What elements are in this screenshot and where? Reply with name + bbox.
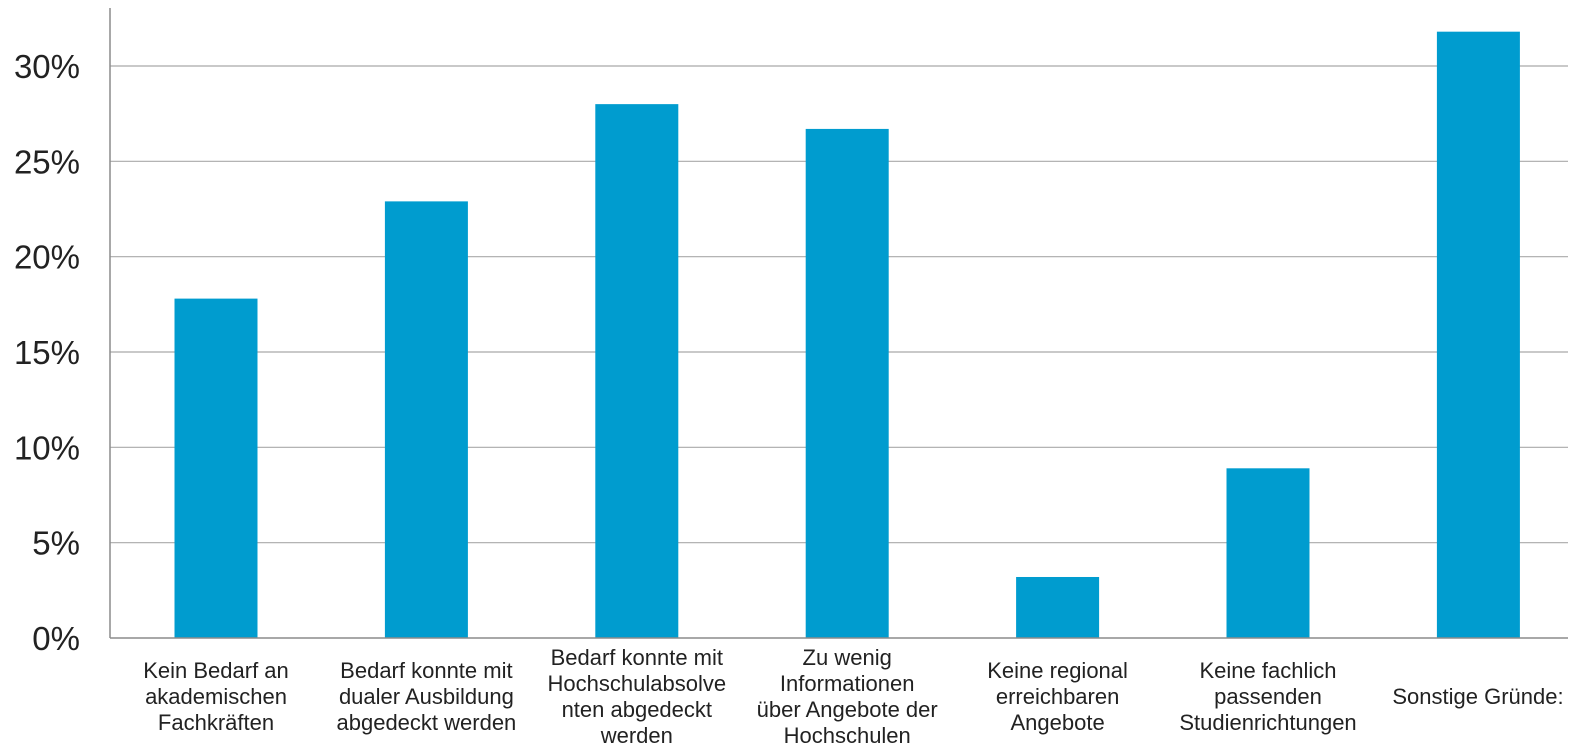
category-label-line: über Angebote der	[757, 697, 938, 722]
y-tick-label: 5%	[32, 525, 80, 562]
bar-3	[595, 104, 679, 639]
category-label-line: Bedarf konnte mit	[551, 645, 723, 670]
category-label-line: werden	[600, 723, 673, 748]
y-tick-label: 0%	[32, 620, 80, 657]
bar-2	[384, 201, 468, 638]
category-label-line: Studienrichtungen	[1179, 710, 1356, 735]
category-label-line: Zu wenig	[803, 645, 892, 670]
category-label-line: Informationen	[780, 671, 915, 696]
category-label-line: akademischen	[145, 684, 287, 709]
category-label-line: Bedarf konnte mit	[340, 658, 512, 683]
category-label-line: Sonstige Gründe:	[1392, 684, 1563, 709]
bars	[174, 31, 1520, 639]
y-tick-label: 20%	[14, 239, 80, 276]
category-label-line: Keine fachlich	[1200, 658, 1337, 683]
category-label-line: Keine regional	[987, 658, 1128, 683]
category-label-line: Hochschulabsolve	[548, 671, 727, 696]
y-tick-label: 15%	[14, 334, 80, 371]
bar-6	[1226, 468, 1310, 638]
category-label-7: Sonstige Gründe:	[1392, 684, 1563, 709]
bar-1	[174, 298, 258, 638]
bar-4	[805, 128, 889, 639]
y-tick-label: 25%	[14, 143, 80, 180]
category-label-line: abgedeckt werden	[337, 710, 517, 735]
axes	[109, 8, 1568, 639]
category-label-line: erreichbaren	[996, 684, 1120, 709]
y-tick-label: 10%	[14, 429, 80, 466]
y-axis-tick-labels: 0% 5% 10% 15% 20% 25% 30%	[14, 48, 80, 657]
category-label-line: dualer Ausbildung	[339, 684, 514, 709]
category-label-line: Hochschulen	[784, 723, 911, 748]
bar-7	[1436, 31, 1520, 639]
bar-5	[1016, 576, 1100, 638]
category-label-line: Angebote	[1010, 710, 1104, 735]
category-label-line: Fachkräften	[158, 710, 274, 735]
category-label-line: passenden	[1214, 684, 1322, 709]
category-label-line: nten abgedeckt	[562, 697, 712, 722]
category-label-line: Kein Bedarf an	[143, 658, 289, 683]
y-tick-label: 30%	[14, 48, 80, 85]
